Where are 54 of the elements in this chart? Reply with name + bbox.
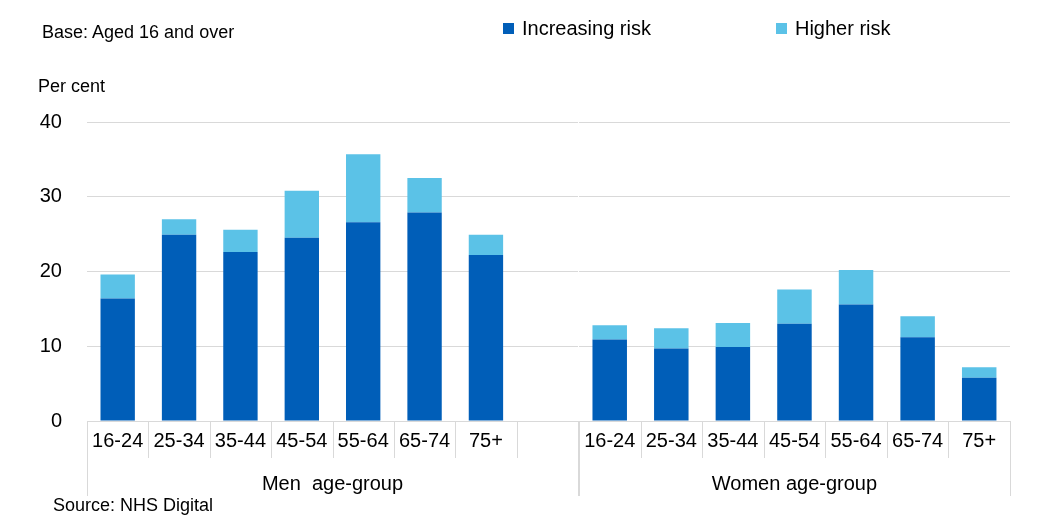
bar [346, 154, 381, 223]
legend-label: Increasing risk [522, 17, 651, 39]
bar [468, 255, 504, 421]
x-tick-label: 65-74 [892, 428, 944, 451]
bar [100, 298, 135, 421]
x-axis-title: Women age-group [711, 471, 878, 494]
x-tick-label: 25-34 [645, 428, 697, 451]
bar [900, 316, 935, 338]
bar [223, 252, 258, 421]
bar [592, 325, 627, 340]
y-tick-label: 20 [39, 259, 62, 282]
x-tick-label: 45-54 [768, 428, 821, 451]
bar [961, 377, 997, 421]
bar [838, 304, 874, 421]
bar [468, 234, 504, 256]
y-tick-label: 0 [50, 408, 62, 431]
chart-title: Base: Aged 16 and over [42, 22, 235, 42]
bar [223, 229, 258, 253]
bar [838, 270, 874, 305]
bar [346, 222, 381, 421]
x-tick-label: 65-74 [398, 428, 451, 451]
bar [715, 347, 751, 421]
bar [100, 274, 135, 299]
legend-label: Higher risk [794, 17, 891, 39]
x-tick-label: 35-44 [214, 428, 267, 451]
x-tick-label: 25-34 [153, 428, 205, 451]
bar [407, 178, 442, 213]
bar [961, 367, 997, 378]
bar [592, 339, 627, 421]
source-note: Source: NHS Digital [53, 495, 214, 515]
x-tick-label: 55-64 [830, 428, 882, 451]
bar [654, 348, 689, 421]
x-tick-label: 16-24 [92, 428, 144, 451]
x-axis-title: Men age-group [261, 471, 404, 494]
bar [900, 337, 935, 421]
x-tick-label: 55-64 [337, 428, 389, 451]
y-tick-label: 30 [39, 184, 62, 207]
bar [284, 190, 319, 238]
x-tick-label: 45-54 [276, 428, 328, 451]
bar [777, 323, 812, 421]
bar [161, 234, 197, 421]
y-axis-title: Per cent [38, 76, 106, 96]
bar [161, 219, 197, 235]
x-tick-label: 75+ [468, 428, 503, 451]
bar [654, 328, 689, 349]
bar [777, 289, 812, 324]
y-tick-label: 10 [39, 333, 62, 356]
bar [284, 237, 319, 421]
x-tick-label: 35-44 [707, 428, 759, 451]
x-tick-label: 75+ [962, 428, 997, 451]
x-tick-label: 16-24 [584, 428, 636, 451]
bar [407, 212, 442, 421]
bar [715, 323, 751, 347]
y-tick-label: 40 [39, 109, 62, 132]
